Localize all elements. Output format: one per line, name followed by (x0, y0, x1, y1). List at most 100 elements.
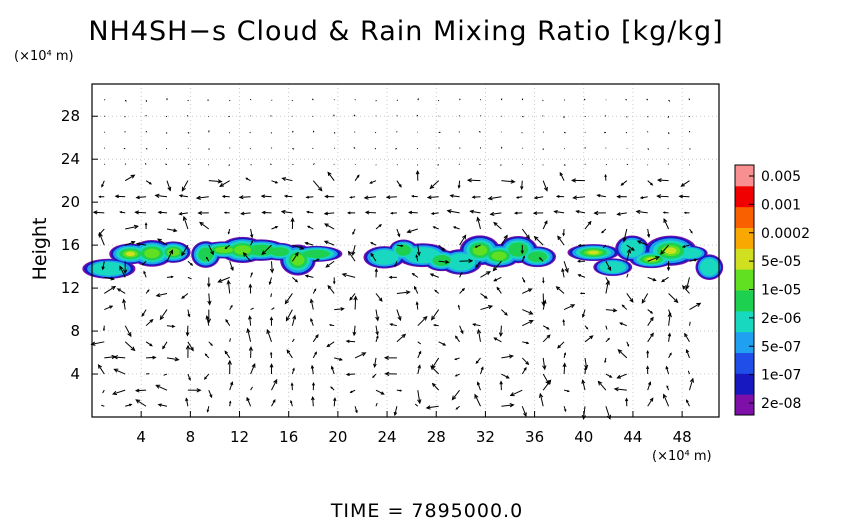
wind-vector-head (324, 194, 329, 199)
wind-vector-head (328, 323, 332, 327)
wind-vector-head (384, 371, 390, 377)
wind-vector-head (546, 334, 551, 339)
wind-vector (668, 99, 671, 102)
wind-vector-head (251, 362, 256, 368)
wind-vector-head (147, 289, 150, 292)
wind-vector-head (656, 194, 662, 199)
wind-vector-head (242, 252, 248, 257)
wind-vector (124, 325, 132, 337)
wind-vector-head (690, 231, 693, 234)
wind-vector-head (155, 384, 161, 389)
wind-vector (521, 367, 527, 375)
wind-vector-head (561, 267, 565, 273)
wind-vector-head (169, 249, 174, 255)
wind-vector-head (185, 344, 191, 350)
wind-vector-head (269, 268, 275, 274)
wind-vector (597, 381, 607, 391)
wind-vector-head (207, 300, 212, 306)
colorbar-swatch (735, 352, 754, 374)
wind-vector (115, 195, 126, 198)
wind-vector-head (363, 195, 369, 200)
wind-vector (312, 180, 323, 191)
wind-vector-head (197, 210, 203, 215)
colorbar-swatch (735, 185, 754, 208)
wind-vector-head (509, 392, 515, 397)
wind-vector-head (224, 350, 228, 355)
wind-vector-head (487, 304, 494, 310)
wind-vector-head (206, 409, 210, 413)
wind-vector (375, 293, 383, 302)
wind-vector-head (538, 257, 542, 260)
wind-vector-head (135, 399, 141, 404)
wind-vector-head (484, 295, 488, 299)
y-axis-unit: (×10⁴ m) (14, 49, 74, 64)
wind-vector-head (378, 297, 383, 302)
wind-vector (208, 244, 214, 255)
wind-vector (312, 397, 314, 407)
wind-vector (342, 273, 356, 278)
wind-vector-head (626, 248, 632, 254)
wind-vector (668, 333, 671, 342)
wind-vector (333, 114, 335, 117)
wind-vector-head (385, 195, 391, 200)
cloud-cell (370, 249, 399, 265)
wind-vector (534, 236, 544, 246)
wind-vector-head (493, 337, 498, 341)
wind-vector-head (260, 194, 266, 199)
wind-vector (310, 299, 314, 310)
wind-vector (542, 180, 548, 191)
wind-vector (145, 319, 154, 327)
wind-vector-head (304, 274, 309, 278)
wind-vector (136, 243, 147, 246)
wind-vector (658, 179, 669, 182)
wind-vector-head (227, 231, 230, 235)
wind-vector (686, 277, 690, 289)
colorbar-swatch (735, 206, 754, 228)
wind-vector-head (170, 275, 174, 279)
wind-vector (291, 252, 299, 262)
wind-vector (475, 260, 481, 268)
wind-vector-head (326, 343, 331, 348)
wind-vector-head (111, 390, 118, 396)
wind-vector-head (528, 320, 534, 325)
wind-vector (187, 276, 192, 280)
wind-vector (554, 210, 565, 214)
wind-vector-head (667, 332, 672, 337)
wind-vector-head (92, 210, 98, 215)
wind-vector-head (275, 226, 279, 229)
wind-vector (187, 309, 190, 317)
wind-vector-head (305, 195, 310, 199)
wind-vector-head (388, 275, 393, 279)
x-axis-unit: (×10⁴ m) (652, 449, 712, 464)
wind-vector-head (114, 194, 120, 199)
wind-vector-head (461, 234, 467, 240)
wind-vector-head (650, 182, 654, 186)
wind-vector (542, 334, 551, 343)
wind-vector-head (416, 251, 421, 257)
wind-vector (647, 382, 651, 391)
wind-vector (104, 276, 114, 280)
x-tick-label: 16 (279, 428, 298, 446)
wind-vector (312, 130, 315, 133)
wind-vector-head (375, 316, 380, 322)
wind-vector (394, 406, 398, 416)
wind-vector (500, 325, 502, 336)
wind-vector (282, 177, 293, 182)
cloud-cell (472, 244, 488, 256)
wind-vector (324, 223, 335, 230)
wind-vector-head (455, 407, 458, 410)
wind-vector (104, 286, 116, 294)
wind-vector-head (686, 399, 689, 403)
wind-vector-head (460, 330, 464, 335)
wind-vector-head (597, 380, 603, 386)
wind-vector-head (397, 233, 401, 238)
wind-vector (291, 338, 295, 343)
wind-vector (145, 148, 148, 150)
wind-vector-head (617, 349, 623, 354)
wind-vector-head (454, 357, 457, 361)
wind-vector-head (330, 386, 333, 389)
wind-vector-head (332, 281, 336, 285)
wind-vector (157, 238, 168, 246)
cloud-cell (90, 261, 127, 276)
wind-vector-head (309, 298, 314, 304)
